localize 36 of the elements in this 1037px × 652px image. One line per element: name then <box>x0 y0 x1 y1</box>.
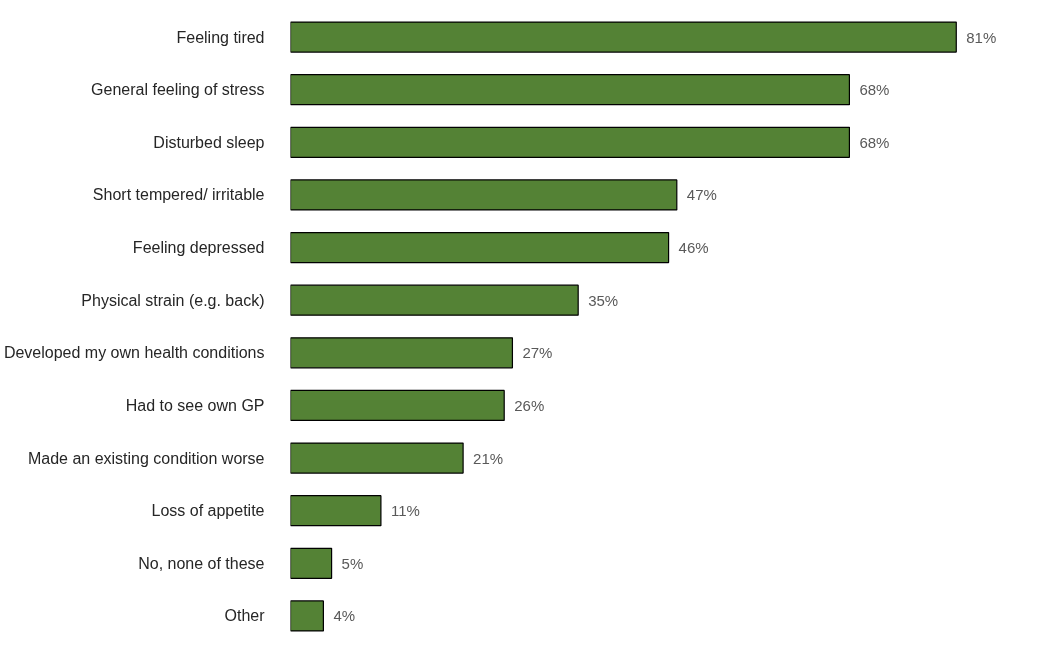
bar <box>290 442 464 474</box>
bar <box>290 337 514 369</box>
y-tick-label: General feeling of stress <box>91 81 265 99</box>
data-label: 68% <box>859 133 890 151</box>
y-tick-label: No, none of these <box>138 554 265 572</box>
y-tick-label: Made an existing condition worse <box>27 449 265 467</box>
y-tick-label: Short tempered/ irritable <box>92 186 265 204</box>
data-label: 26% <box>514 396 545 414</box>
data-label: 47% <box>686 186 717 204</box>
data-label: 4% <box>333 607 356 625</box>
bar <box>290 21 957 53</box>
data-label: 5% <box>341 554 364 572</box>
bar <box>290 495 382 527</box>
data-label: 21% <box>473 449 504 467</box>
bar <box>290 389 505 422</box>
data-label: 11% <box>390 502 420 520</box>
data-label: 46% <box>678 239 709 257</box>
y-tick-label: Feeling tired <box>176 28 265 46</box>
data-label: 27% <box>522 344 553 362</box>
y-tick-label: Feeling depressed <box>132 239 265 257</box>
data-label: 35% <box>588 291 619 309</box>
y-tick-label: Had to see own GP <box>125 396 265 414</box>
y-tick-label: Developed my own health conditions <box>3 344 265 362</box>
y-tick-label: Physical strain (e.g. back) <box>81 291 265 309</box>
bar <box>290 74 851 106</box>
bar <box>290 284 579 316</box>
y-tick-label: Loss of appetite <box>151 502 265 520</box>
y-tick-label: Disturbed sleep <box>153 133 265 151</box>
bar <box>290 126 851 158</box>
bar <box>290 600 324 632</box>
bar <box>290 231 670 264</box>
bar <box>290 547 333 579</box>
bar <box>290 179 678 211</box>
data-label: 68% <box>859 81 890 99</box>
y-tick-label: Other <box>224 607 266 625</box>
data-label: 81% <box>966 28 997 46</box>
